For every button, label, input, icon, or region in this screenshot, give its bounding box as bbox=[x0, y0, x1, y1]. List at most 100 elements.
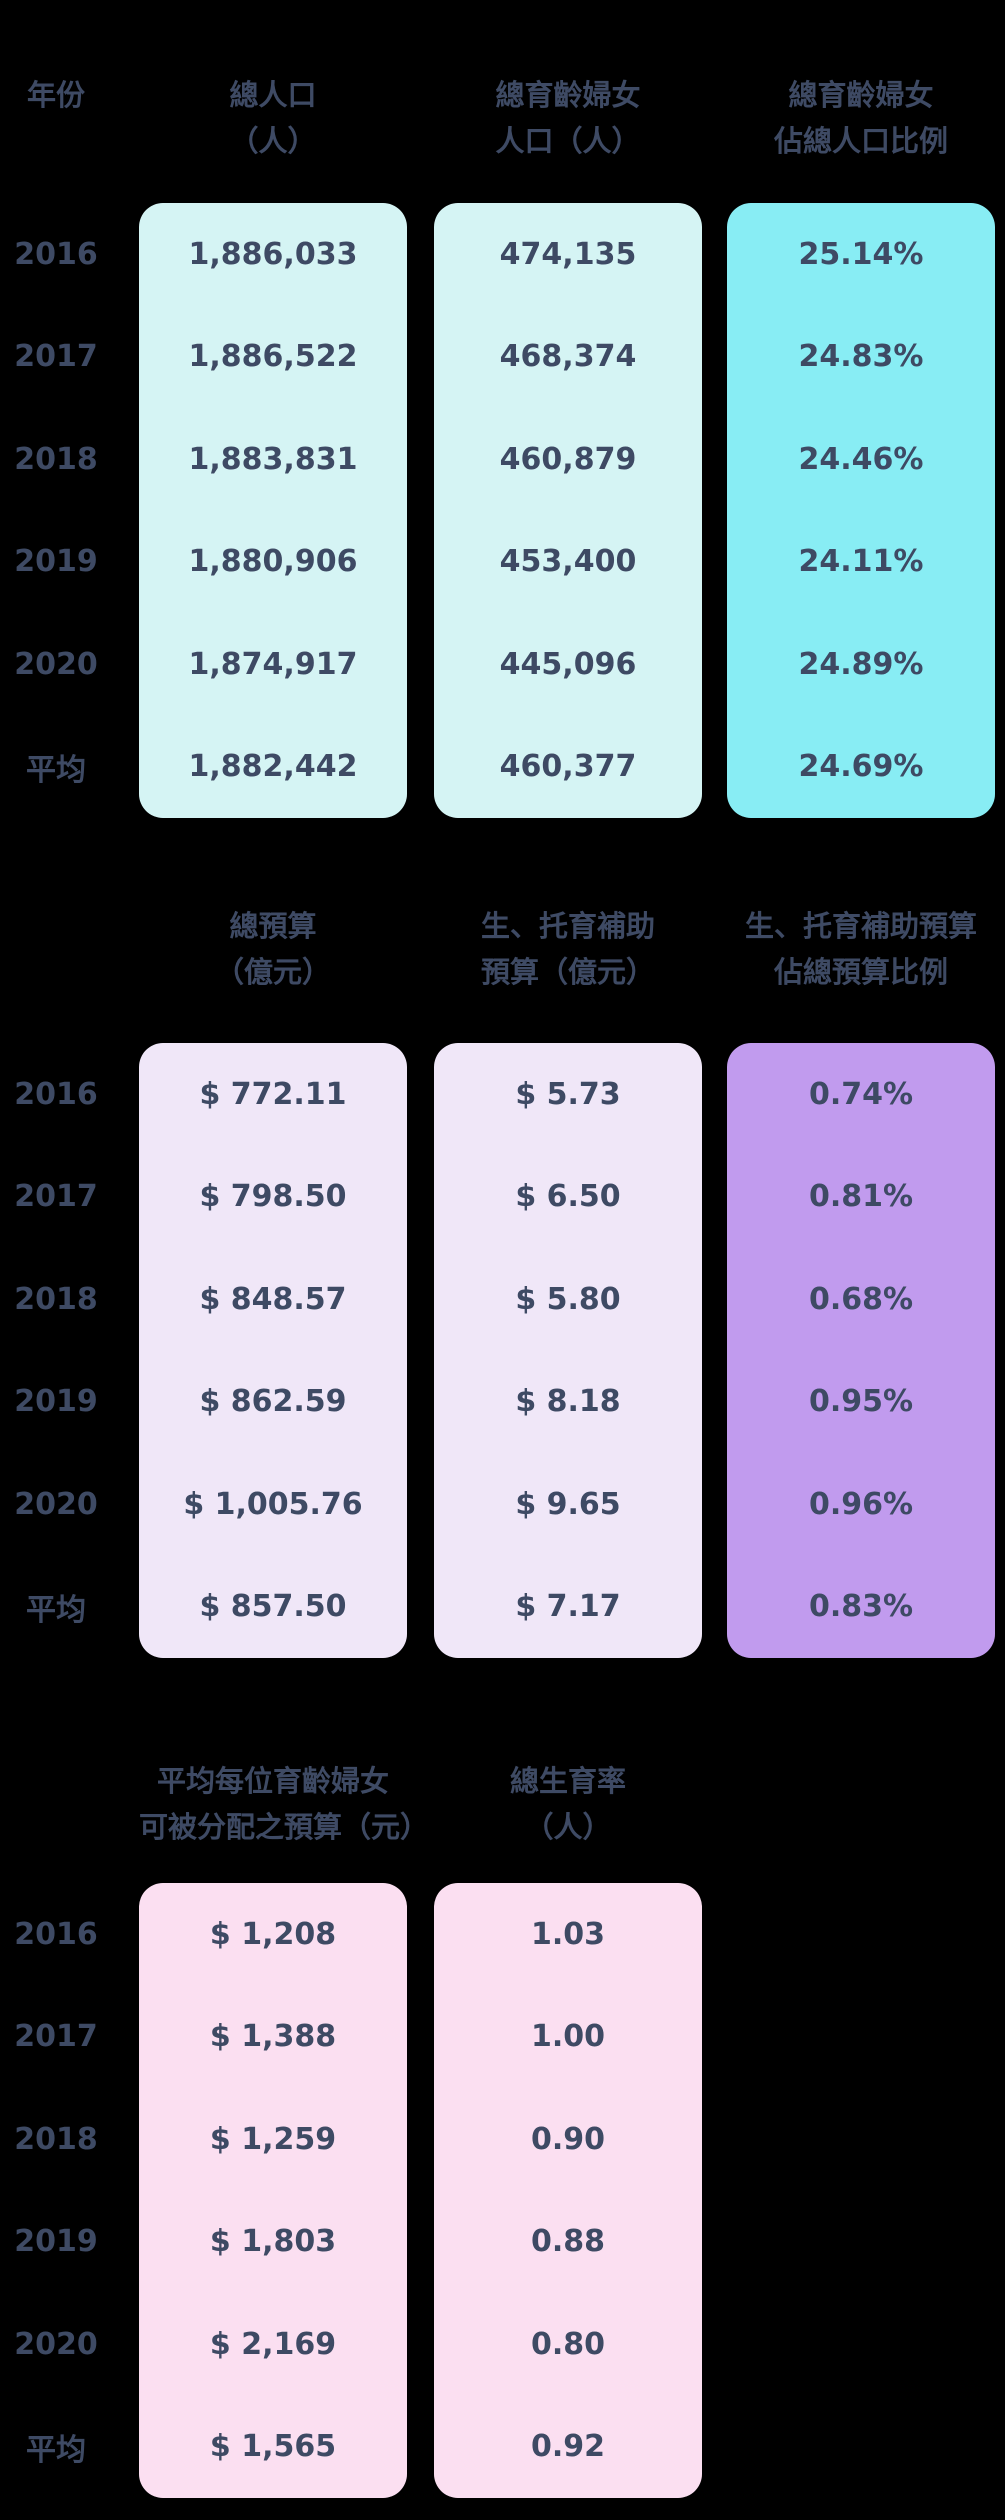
table-cell: 1,883,831 bbox=[188, 441, 358, 477]
table-cell: $ 848.57 bbox=[199, 1281, 347, 1317]
column-header-line: 可被分配之預算（元） bbox=[139, 1810, 430, 1844]
table-cell: 0.80 bbox=[530, 2326, 606, 2362]
table-cell: $ 857.50 bbox=[199, 1589, 347, 1625]
table-cell: 24.11% bbox=[798, 544, 924, 580]
table-cell: $ 9.65 bbox=[515, 1486, 621, 1522]
table-cell: 1,874,917 bbox=[188, 646, 358, 682]
column-header-line: 人口（人） bbox=[495, 124, 641, 158]
column-header-line: 總生育率 bbox=[509, 1764, 626, 1798]
table-cell: $ 1,803 bbox=[209, 2224, 337, 2260]
table-cell: 474,135 bbox=[499, 236, 637, 272]
year-labels: 2016 2017 2018 2019 2020 平均 bbox=[0, 203, 112, 818]
table-cell: 0.74% bbox=[808, 1076, 914, 1112]
year-label: 平均 bbox=[26, 2432, 86, 2468]
table-cell: 1.03 bbox=[530, 1916, 606, 1952]
table-cell: $ 5.80 bbox=[515, 1281, 621, 1317]
table-cell: 0.88 bbox=[530, 2224, 606, 2260]
column-header-line: （人） bbox=[229, 124, 317, 158]
budget-ratio-column: 0.74% 0.81% 0.68% 0.95% 0.96% 0.83% bbox=[727, 1043, 995, 1658]
year-label: 2017 bbox=[14, 1179, 98, 1215]
year-labels: 2016 2017 2018 2019 2020 平均 bbox=[0, 1883, 112, 2498]
column-header-line: （人） bbox=[524, 1810, 612, 1844]
table-cell: $ 772.11 bbox=[199, 1076, 347, 1112]
subsidy-budget-column: $ 5.73 $ 6.50 $ 5.80 $ 8.18 $ 9.65 $ 7.1… bbox=[434, 1043, 702, 1658]
column-header-line: （億元） bbox=[214, 955, 331, 989]
total-budget-column: $ 772.11 $ 798.50 $ 848.57 $ 862.59 $ 1,… bbox=[139, 1043, 407, 1658]
table-cell: 0.96% bbox=[808, 1486, 914, 1522]
year-label: 2019 bbox=[14, 2224, 98, 2260]
year-column-header: 年份 bbox=[26, 78, 85, 112]
table-cell: 24.46% bbox=[798, 441, 924, 477]
table-cell: $ 2,169 bbox=[209, 2326, 337, 2362]
year-label: 平均 bbox=[26, 1592, 86, 1628]
table-cell: 460,879 bbox=[499, 441, 637, 477]
budget-ratio-header: 生、托育補助預算 佔總預算比例 bbox=[727, 903, 995, 995]
fertility-rate-header: 總生育率 （人） bbox=[434, 1758, 702, 1850]
year-label: 2018 bbox=[14, 2121, 98, 2157]
year-label: 2017 bbox=[14, 2019, 98, 2055]
population-ratio-header: 總育齡婦女 佔總人口比例 bbox=[727, 72, 995, 164]
population-ratio-column: 25.14% 24.83% 24.46% 24.11% 24.89% 24.69… bbox=[727, 203, 995, 818]
year-label: 2019 bbox=[14, 544, 98, 580]
table-cell: $ 1,388 bbox=[209, 2019, 337, 2055]
table-cell: $ 1,259 bbox=[209, 2121, 337, 2157]
table-cell: 0.95% bbox=[808, 1384, 914, 1420]
year-label: 2016 bbox=[14, 236, 98, 272]
table-cell: $ 1,005.76 bbox=[183, 1486, 363, 1522]
childbearing-women-column: 474,135 468,374 460,879 453,400 445,096 … bbox=[434, 203, 702, 818]
subsidy-budget-header: 生、托育補助 預算（億元） bbox=[434, 903, 702, 995]
year-label: 2020 bbox=[14, 646, 98, 682]
year-labels: 2016 2017 2018 2019 2020 平均 bbox=[0, 1043, 112, 1658]
table-cell: 0.92 bbox=[530, 2429, 606, 2465]
column-header-line: 平均每位育齡婦女 bbox=[156, 1764, 389, 1798]
table-cell: 460,377 bbox=[499, 749, 637, 785]
table-cell: 453,400 bbox=[499, 544, 637, 580]
table-cell: 0.83% bbox=[808, 1589, 914, 1625]
year-label: 2020 bbox=[14, 1486, 98, 1522]
column-header-line: 預算（億元） bbox=[480, 955, 655, 989]
year-label: 平均 bbox=[26, 752, 86, 788]
year-label: 2018 bbox=[14, 1281, 98, 1317]
table-cell: $ 862.59 bbox=[199, 1384, 347, 1420]
table-cell: $ 1,565 bbox=[209, 2429, 337, 2465]
year-label: 2017 bbox=[14, 339, 98, 375]
table-cell: 445,096 bbox=[499, 646, 637, 682]
total-population-column: 1,886,033 1,886,522 1,883,831 1,880,906 … bbox=[139, 203, 407, 818]
column-header-line: 佔總人口比例 bbox=[773, 124, 948, 158]
year-label: 2019 bbox=[14, 1384, 98, 1420]
table-cell: 0.68% bbox=[808, 1281, 914, 1317]
table-cell: 25.14% bbox=[798, 236, 924, 272]
table-cell: 1,882,442 bbox=[188, 749, 358, 785]
column-header-line: 總育齡婦女 bbox=[495, 78, 641, 112]
table-cell: 24.89% bbox=[798, 646, 924, 682]
table-cell: $ 798.50 bbox=[199, 1179, 347, 1215]
table-cell: 1,880,906 bbox=[188, 544, 358, 580]
table-cell: $ 8.18 bbox=[515, 1384, 621, 1420]
total-population-header: 總人口 （人） bbox=[139, 72, 407, 164]
table-cell: $ 5.73 bbox=[515, 1076, 621, 1112]
table-cell: 1,886,033 bbox=[188, 236, 358, 272]
column-header-line: 生、托育補助預算 bbox=[744, 909, 977, 943]
table-cell: $ 1,208 bbox=[209, 1916, 337, 1952]
year-label: 2016 bbox=[14, 1916, 98, 1952]
table-cell: 0.81% bbox=[808, 1179, 914, 1215]
table-cell: 1.00 bbox=[530, 2019, 606, 2055]
column-header-line: 總預算 bbox=[229, 909, 317, 943]
table-cell: 0.90 bbox=[530, 2121, 606, 2157]
table-cell: $ 6.50 bbox=[515, 1179, 621, 1215]
table-cell: 24.69% bbox=[798, 749, 924, 785]
table-cell: 24.83% bbox=[798, 339, 924, 375]
year-label: 2016 bbox=[14, 1076, 98, 1112]
column-header-line: 佔總預算比例 bbox=[773, 955, 948, 989]
column-header-line: 總育齡婦女 bbox=[788, 78, 934, 112]
year-label: 2020 bbox=[14, 2326, 98, 2362]
budget-per-woman-column: $ 1,208 $ 1,388 $ 1,259 $ 1,803 $ 2,169 … bbox=[139, 1883, 407, 2498]
year-label: 2018 bbox=[14, 441, 98, 477]
table-cell: $ 7.17 bbox=[515, 1589, 621, 1625]
column-header-line: 生、托育補助 bbox=[480, 909, 655, 943]
table-cell: 1,886,522 bbox=[188, 339, 358, 375]
column-header-line: 總人口 bbox=[229, 78, 317, 112]
table-cell: 468,374 bbox=[499, 339, 637, 375]
